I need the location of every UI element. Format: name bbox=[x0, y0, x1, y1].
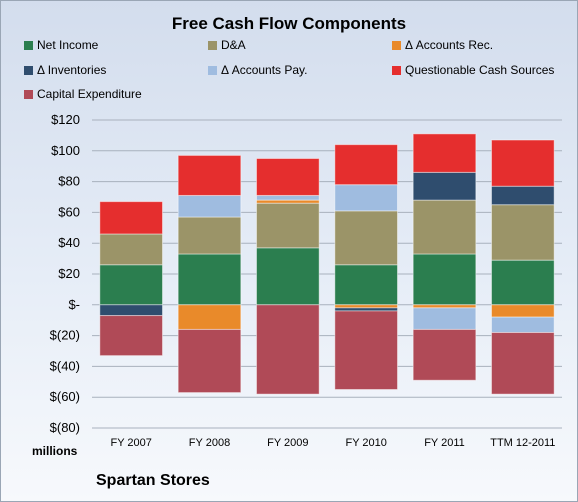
bar-questionable-cash-sources-fy-2007 bbox=[99, 201, 164, 235]
bar-questionable-cash-sources-ttm-12-2011 bbox=[491, 139, 555, 187]
y-axis-units-label: millions bbox=[32, 444, 78, 458]
bar-questionable-cash-sources-fy-2008 bbox=[177, 154, 242, 196]
bar-inventories-fy-2007 bbox=[99, 304, 164, 317]
y-tick-label: $(20) bbox=[50, 328, 80, 343]
y-tick-label: $- bbox=[68, 297, 80, 312]
bar-inventories-ttm-12-2011 bbox=[491, 185, 555, 206]
legend-label-accounts-rec: Δ Accounts Rec. bbox=[405, 38, 494, 52]
y-tick-label: $(40) bbox=[50, 358, 80, 373]
bar-questionable-cash-sources-fy-2010 bbox=[334, 144, 399, 186]
gridlines bbox=[92, 119, 562, 429]
y-tick-label: $40 bbox=[58, 235, 80, 250]
legend-item-net-income: Net Income bbox=[24, 38, 98, 52]
bar-net-income-ttm-12-2011 bbox=[491, 259, 555, 306]
bar-accounts-pay-fy-2009 bbox=[256, 194, 320, 201]
y-tick-label: $120 bbox=[51, 112, 80, 127]
bar-d-a-fy-2010 bbox=[334, 210, 399, 266]
company-name: Spartan Stores bbox=[96, 472, 210, 489]
legend-swatch-accounts-rec bbox=[392, 41, 401, 50]
x-tick-label: FY 2007 bbox=[110, 437, 151, 449]
bar-accounts-pay-ttm-12-2011 bbox=[491, 316, 555, 334]
x-tick-label: FY 2008 bbox=[189, 437, 230, 449]
legend-swatch-capex bbox=[24, 90, 33, 99]
legend-item-questionable-cash: Questionable Cash Sources bbox=[392, 63, 554, 77]
x-axis-ticks: FY 2007 FY 2008 FY 2009 FY 2010 FY 2011 TTM 1… bbox=[110, 437, 555, 449]
legend-item-capex: Capital Expenditure bbox=[24, 87, 142, 101]
y-tick-label: $80 bbox=[58, 174, 80, 189]
legend-item-inventories: Δ Inventories bbox=[24, 63, 106, 77]
bar-capital-expenditure-fy-2007 bbox=[99, 315, 164, 357]
legend-label-questionable-cash: Questionable Cash Sources bbox=[405, 63, 555, 77]
legend-label-accounts-pay: Δ Accounts Pay. bbox=[221, 63, 308, 77]
bar-accounts-rec-fy-2010 bbox=[334, 304, 399, 309]
bar-net-income-fy-2010 bbox=[334, 264, 399, 306]
bar-d-a-fy-2008 bbox=[177, 216, 242, 255]
bar-accounts-pay-fy-2011 bbox=[412, 307, 477, 330]
bar-capital-expenditure-fy-2008 bbox=[177, 328, 242, 394]
bar-questionable-cash-sources-fy-2011 bbox=[412, 133, 477, 173]
x-tick-label: TTM 12-2011 bbox=[490, 437, 555, 449]
legend-label-capex: Capital Expenditure bbox=[37, 87, 142, 101]
y-tick-label: $20 bbox=[58, 266, 80, 281]
legend-swatch-accounts-pay bbox=[208, 66, 217, 75]
bar-accounts-rec-ttm-12-2011 bbox=[491, 304, 555, 318]
bar-d-a-fy-2009 bbox=[256, 202, 320, 249]
bar-accounts-pay-fy-2008 bbox=[177, 194, 242, 218]
x-tick-label: FY 2010 bbox=[345, 437, 386, 449]
y-tick-label: $60 bbox=[58, 204, 80, 219]
legend-label-net-income: Net Income bbox=[37, 38, 99, 52]
legend-swatch-net-income bbox=[24, 41, 33, 50]
x-tick-label: FY 2011 bbox=[424, 437, 465, 449]
legend-item-accounts-pay: Δ Accounts Pay. bbox=[208, 63, 308, 77]
bar-questionable-cash-sources-fy-2009 bbox=[256, 158, 320, 196]
bar-net-income-fy-2008 bbox=[177, 253, 242, 306]
y-axis-ticks: $(80) $(60) $(40) $(20) $- $20 $40 $60 $80 $100 $1… bbox=[50, 112, 80, 435]
legend-item-da: D&A bbox=[208, 38, 246, 52]
bar-d-a-fy-2011 bbox=[412, 199, 477, 255]
bar-accounts-rec-fy-2011 bbox=[412, 304, 477, 309]
bar-net-income-fy-2011 bbox=[412, 253, 477, 306]
bar-net-income-fy-2009 bbox=[256, 247, 320, 306]
bar-capital-expenditure-fy-2011 bbox=[412, 328, 477, 381]
legend-label-inventories: Δ Inventories bbox=[37, 63, 107, 77]
bar-d-a-ttm-12-2011 bbox=[491, 204, 555, 261]
bar-accounts-pay-fy-2010 bbox=[334, 184, 399, 212]
chart-title: Free Cash Flow Components bbox=[171, 14, 407, 33]
y-tick-label: $100 bbox=[51, 143, 80, 158]
bar-d-a-fy-2007 bbox=[99, 233, 164, 266]
bars bbox=[99, 133, 555, 395]
bar-net-income-fy-2007 bbox=[99, 264, 164, 306]
bar-capital-expenditure-fy-2010 bbox=[334, 310, 399, 390]
legend-swatch-da bbox=[208, 41, 217, 50]
legend-swatch-questionable-cash bbox=[392, 66, 401, 75]
legend-swatch-inventories bbox=[24, 66, 33, 75]
y-tick-label: $(60) bbox=[50, 389, 80, 404]
bar-capital-expenditure-fy-2009 bbox=[256, 304, 320, 395]
legend-label-da: D&A bbox=[221, 38, 246, 52]
bar-capital-expenditure-ttm-12-2011 bbox=[491, 332, 555, 395]
bar-accounts-rec-fy-2008 bbox=[177, 304, 242, 330]
bar-inventories-fy-2011 bbox=[412, 171, 477, 201]
x-tick-label: FY 2009 bbox=[267, 437, 308, 449]
y-tick-label: $(80) bbox=[50, 420, 80, 435]
legend-item-accounts-rec: Δ Accounts Rec. bbox=[392, 38, 493, 52]
